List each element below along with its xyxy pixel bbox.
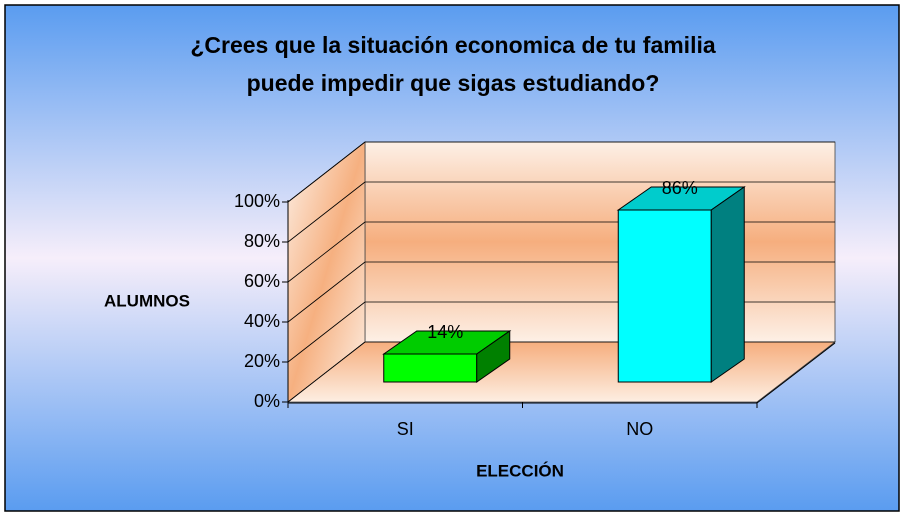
x-tick-label: SI <box>397 419 414 439</box>
y-tick-label: 100% <box>234 191 280 211</box>
grid-line <box>287 221 366 283</box>
back-wall <box>364 141 836 343</box>
y-tick-label: 0% <box>254 391 280 411</box>
bar-side <box>476 330 511 383</box>
chart-title: ¿Crees que la situación economica de tu … <box>190 32 716 58</box>
chart-title: puede impedir que sigas estudiando? <box>247 70 660 96</box>
data-label: 86% <box>662 178 698 198</box>
grid-line <box>287 341 366 403</box>
y-tick-label: 40% <box>244 311 280 331</box>
bar-side <box>710 186 745 383</box>
y-axis-title: ALUMNOS <box>104 291 190 310</box>
grid-line <box>287 181 366 243</box>
y-tick-label: 80% <box>244 231 280 251</box>
x-axis-title: ELECCIÓN <box>476 461 564 480</box>
grid-line <box>287 261 366 323</box>
y-tick-label: 20% <box>244 351 280 371</box>
data-label: 14% <box>427 322 463 342</box>
y-tick-label: 60% <box>244 271 280 291</box>
bar <box>617 209 712 383</box>
x-tick-label: NO <box>626 419 653 439</box>
grid-line <box>287 141 366 203</box>
grid-line <box>287 301 366 363</box>
floor-edge <box>756 342 836 404</box>
bar <box>383 353 478 383</box>
floor <box>286 341 837 403</box>
